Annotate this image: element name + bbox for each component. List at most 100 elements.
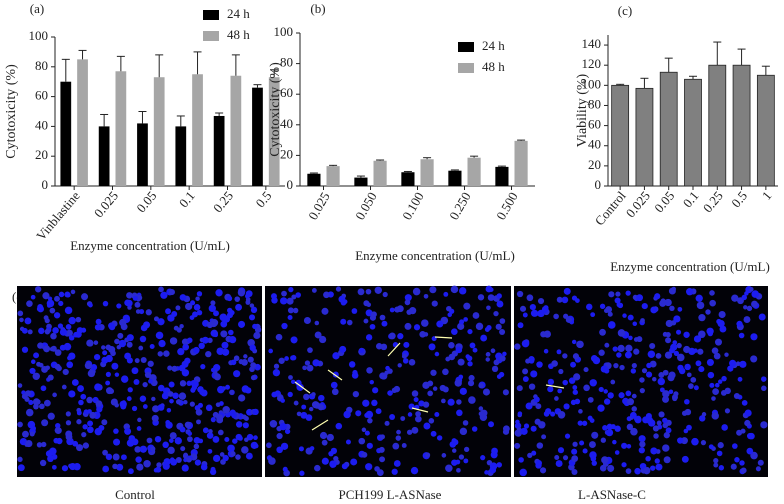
cell xyxy=(162,462,170,470)
cell xyxy=(624,351,632,359)
cell xyxy=(314,464,321,472)
cell xyxy=(266,442,272,449)
cell xyxy=(711,396,716,401)
cell xyxy=(496,462,502,468)
cell xyxy=(607,464,615,472)
cell xyxy=(51,453,58,460)
cell xyxy=(626,443,632,449)
cell xyxy=(342,299,348,305)
cell xyxy=(148,378,153,384)
cell xyxy=(713,462,719,468)
cell xyxy=(281,290,287,297)
cell xyxy=(93,353,101,361)
cell xyxy=(162,441,169,449)
cell xyxy=(554,455,560,461)
cell xyxy=(480,334,488,342)
cell xyxy=(298,446,304,452)
cell xyxy=(105,453,113,461)
cell xyxy=(663,432,670,439)
cell xyxy=(557,447,565,454)
cell xyxy=(530,309,539,317)
cell xyxy=(56,437,63,445)
cell xyxy=(734,457,740,463)
cell xyxy=(78,399,84,406)
cell xyxy=(455,346,463,354)
cell xyxy=(401,353,408,359)
cell xyxy=(300,411,308,419)
cell xyxy=(242,422,249,429)
cell xyxy=(90,364,98,371)
cell xyxy=(479,413,488,421)
cell xyxy=(65,323,72,330)
cell xyxy=(65,430,73,438)
cell xyxy=(245,299,251,305)
cell xyxy=(76,419,82,425)
cell xyxy=(343,410,351,419)
cell xyxy=(139,445,147,453)
cell xyxy=(58,300,64,307)
cell xyxy=(705,309,711,315)
cell xyxy=(121,400,127,405)
cell xyxy=(173,325,179,331)
cell xyxy=(432,386,438,391)
cell xyxy=(234,296,241,302)
cell xyxy=(633,348,640,355)
cell xyxy=(711,412,719,420)
error-bar xyxy=(737,48,746,66)
cell xyxy=(134,446,141,453)
cell xyxy=(124,427,132,435)
cell xyxy=(528,358,535,364)
legend-swatch xyxy=(458,63,474,73)
cell xyxy=(185,302,193,311)
cell xyxy=(625,344,633,352)
cell xyxy=(744,419,751,427)
cell xyxy=(482,388,491,396)
bar xyxy=(60,81,72,186)
cell xyxy=(521,339,530,348)
cell xyxy=(709,290,715,296)
cell xyxy=(177,348,185,356)
cell xyxy=(136,463,144,471)
cell xyxy=(667,374,675,382)
cell xyxy=(641,302,648,310)
cell xyxy=(358,347,365,354)
cell xyxy=(653,433,659,439)
cell xyxy=(601,456,609,464)
cell xyxy=(621,462,627,468)
cell xyxy=(89,411,97,419)
cell xyxy=(198,438,204,444)
cell xyxy=(88,302,93,308)
bar xyxy=(175,126,187,186)
cell xyxy=(570,399,577,406)
cell xyxy=(135,309,141,314)
cell xyxy=(116,303,122,309)
cell xyxy=(114,372,120,377)
cell xyxy=(249,366,255,373)
cell xyxy=(522,368,529,375)
cell xyxy=(196,419,201,425)
cell xyxy=(215,289,223,297)
y-tick-label: 20 xyxy=(280,146,293,161)
cell xyxy=(17,464,25,472)
cell xyxy=(44,328,51,335)
cell xyxy=(206,432,214,439)
cell xyxy=(155,466,162,473)
bar xyxy=(495,166,509,186)
x-axis-label: Enzyme concentration (U/mL) xyxy=(70,238,230,253)
cell xyxy=(151,396,156,402)
cell xyxy=(669,305,675,312)
x-tick-label: 0.050 xyxy=(352,189,380,222)
cell xyxy=(227,444,235,453)
cell xyxy=(86,339,94,347)
cell xyxy=(124,352,132,360)
cell xyxy=(229,336,237,344)
cell xyxy=(602,425,608,431)
cell xyxy=(247,356,254,363)
cell xyxy=(94,427,102,436)
cell xyxy=(631,393,637,399)
cell xyxy=(311,288,317,293)
cell xyxy=(646,362,652,369)
x-tick-label: 0.100 xyxy=(399,189,427,222)
x-axis-label: Enzyme concentration (U/mL) xyxy=(610,259,770,274)
cell xyxy=(231,412,237,419)
